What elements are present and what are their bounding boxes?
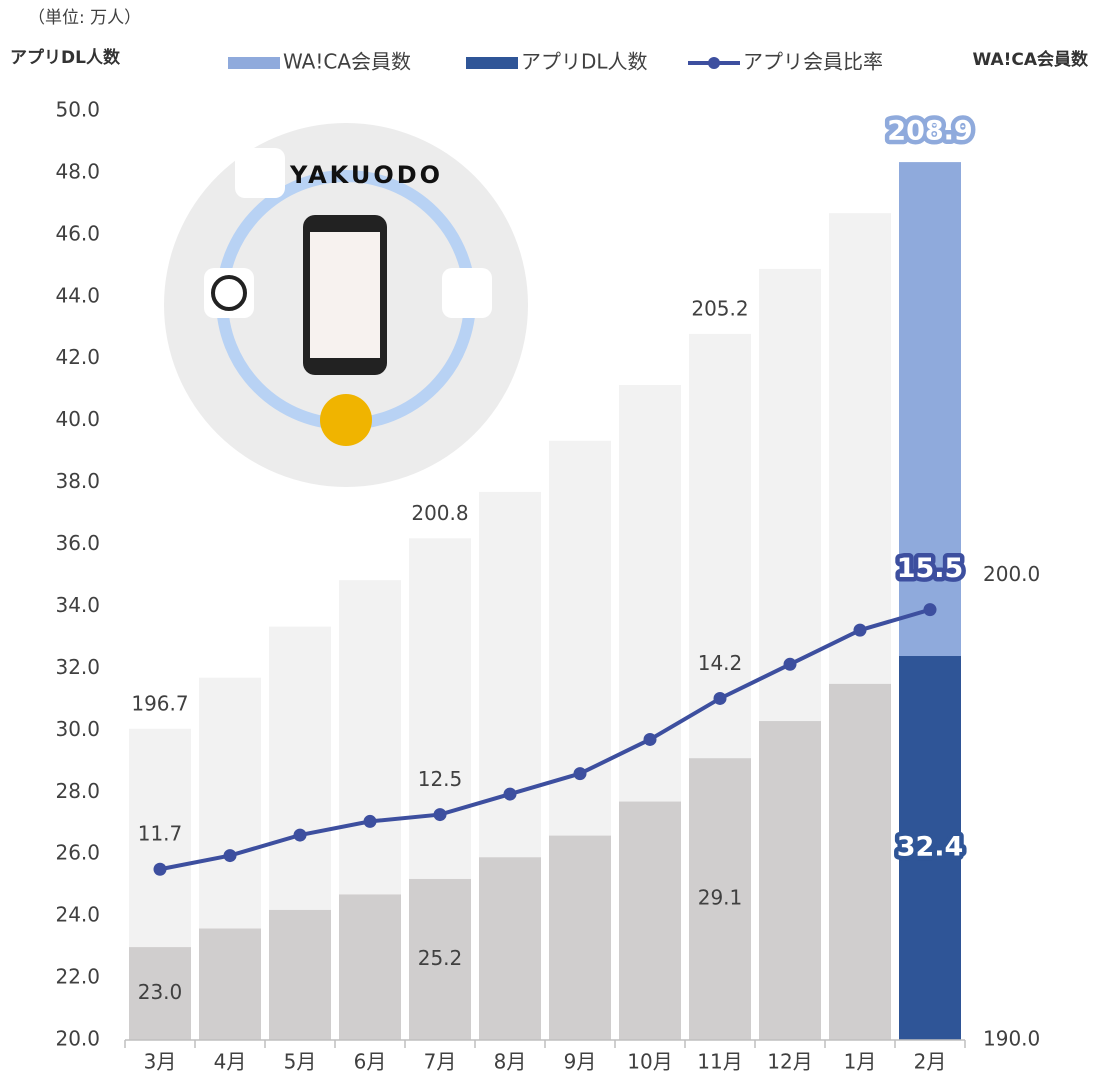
y-tick-label: 40.0 [55, 407, 100, 431]
x-tick-label: 6月 [354, 1050, 387, 1074]
data-label: 14.2 [698, 651, 743, 675]
line-marker [433, 808, 447, 822]
data-label: 29.1 [698, 886, 743, 910]
bar [129, 947, 191, 1040]
x-tick-label: 7月 [424, 1050, 457, 1074]
app-icon-mark [211, 275, 247, 311]
data-label: 208.9 [887, 116, 972, 147]
line-marker [503, 787, 517, 801]
line [159, 607, 931, 872]
data-label: 11.7 [138, 822, 183, 846]
bar [689, 758, 751, 1040]
line-marker [573, 767, 587, 781]
x-tick-label: 11月 [697, 1050, 742, 1074]
bar [479, 857, 541, 1040]
data-label: 23.0 [138, 980, 183, 1004]
phone-screen [310, 232, 380, 358]
data-label: 200.8 [411, 501, 468, 525]
x-tick-label: 9月 [564, 1050, 597, 1074]
y-tick-label: 38.0 [55, 469, 100, 493]
legend-swatch [466, 57, 518, 69]
data-label: 196.7 [131, 691, 188, 715]
line-marker [853, 623, 867, 637]
y-tick-label: 28.0 [55, 779, 100, 803]
line-marker [153, 862, 167, 876]
y-tick-label: 50.0 [55, 98, 100, 122]
legend-label: アプリDL人数 [521, 50, 648, 74]
line-marker [223, 849, 237, 863]
y-axis-title: アプリDL人数 [10, 47, 121, 68]
bar [269, 909, 331, 1040]
app-icon [235, 148, 285, 198]
y-tick-label: 48.0 [55, 159, 100, 183]
y-tick-label: 20.0 [55, 1027, 100, 1051]
data-label: 25.2 [418, 946, 463, 970]
x-tick-label: 3月 [144, 1050, 177, 1074]
y2-tick-label: 190.0 [983, 1027, 1040, 1051]
legend-swatch [228, 57, 280, 69]
y-tick-label: 46.0 [55, 221, 100, 245]
bar [619, 801, 681, 1040]
y-tick-label: 30.0 [55, 717, 100, 741]
x-tick-label: 10月 [627, 1050, 672, 1074]
bar [549, 835, 611, 1040]
y-tick-label: 36.0 [55, 531, 100, 555]
y-tick-label: 32.0 [55, 655, 100, 679]
x-tick-label: 5月 [284, 1050, 317, 1074]
illustration: YAKUODO [164, 123, 528, 487]
data-label: 12.5 [418, 767, 463, 791]
x-tick-label: 4月 [214, 1050, 247, 1074]
legend-label: アプリ会員比率 [743, 50, 883, 74]
x-tick-label: 2月 [914, 1050, 947, 1074]
y-tick-label: 44.0 [55, 283, 100, 307]
line-marker [643, 732, 657, 746]
data-label: 205.2 [691, 296, 748, 320]
bar [759, 721, 821, 1040]
line-marker [783, 657, 797, 671]
line-marker [293, 828, 307, 842]
line-marker [713, 691, 727, 705]
logo-text: YAKUODO [289, 161, 443, 189]
line-marker [363, 814, 377, 828]
bar [829, 683, 891, 1040]
bar [899, 656, 961, 1040]
data-label: 32.4 [897, 832, 964, 863]
y2-axis-title: WA!CA会員数 [972, 49, 1089, 70]
bar [339, 894, 401, 1040]
line-marker [923, 603, 937, 617]
data-label: 15.5 [897, 553, 964, 584]
bar [409, 878, 471, 1040]
y-tick-label: 26.0 [55, 841, 100, 865]
y2-tick-label: 200.0 [983, 562, 1040, 586]
y-tick-label: 42.0 [55, 345, 100, 369]
x-tick-label: 12月 [767, 1050, 812, 1074]
unit-note: （単位: 万人） [28, 8, 141, 28]
y-tick-label: 22.0 [55, 965, 100, 989]
legend-label: WA!CA会員数 [283, 50, 411, 74]
y-tick-label: 24.0 [55, 903, 100, 927]
app-icon [442, 268, 492, 318]
x-tick-label: 1月 [844, 1050, 877, 1074]
y-tick-label: 34.0 [55, 593, 100, 617]
bar [199, 928, 261, 1040]
x-tick-label: 8月 [494, 1050, 527, 1074]
app-icon [320, 394, 372, 446]
legend-swatch [708, 57, 720, 69]
